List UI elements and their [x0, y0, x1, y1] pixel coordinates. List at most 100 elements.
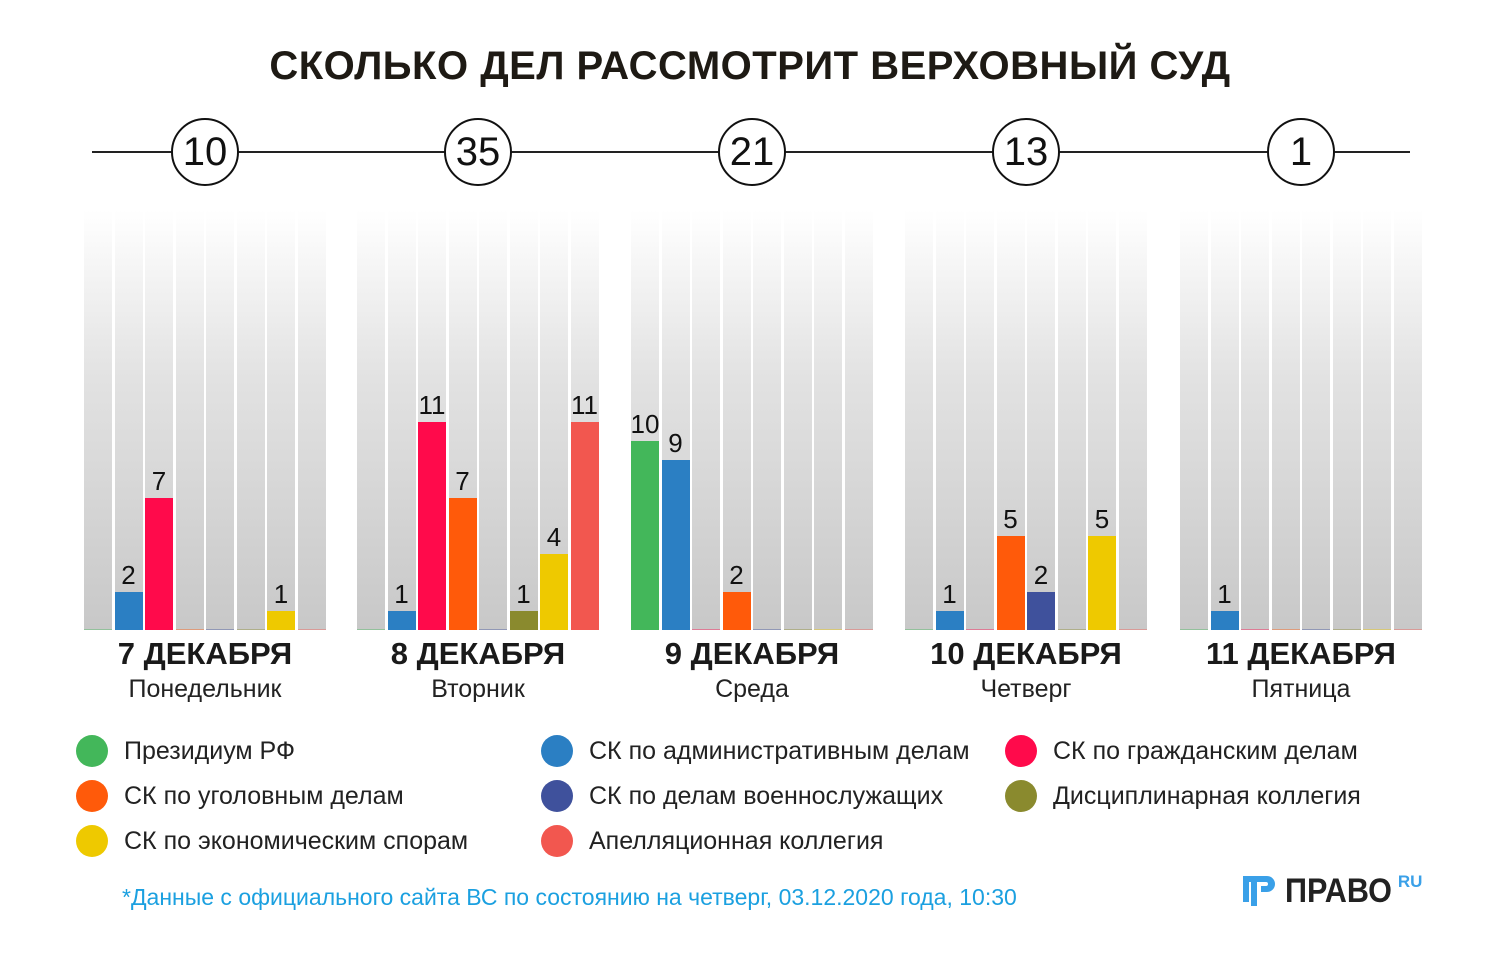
- day-total-circle: 13: [992, 118, 1060, 186]
- column-background: [1271, 210, 1300, 630]
- bar-empty: [1057, 629, 1086, 630]
- logo-text: ПРАВО: [1285, 872, 1392, 910]
- day-weekday: Вторник: [431, 675, 525, 703]
- legend-item: СК по административным делам: [541, 735, 970, 767]
- data-label: 1: [394, 579, 409, 610]
- legend-swatch: [1005, 735, 1037, 767]
- legend-swatch: [1005, 780, 1037, 812]
- column-background: [753, 210, 781, 630]
- legend-item: Дисциплинарная коллегия: [1005, 780, 1361, 812]
- day-date: 7 ДЕКАБРЯ: [117, 636, 293, 671]
- bar: [267, 611, 295, 630]
- data-label: 7: [151, 465, 167, 496]
- data-label: 7: [455, 465, 470, 496]
- day-date: 11 ДЕКАБРЯ: [1206, 636, 1396, 671]
- data-label: 2: [729, 560, 744, 591]
- column-background: [509, 210, 538, 630]
- bar-empty: [692, 629, 720, 630]
- column-background: [236, 210, 265, 630]
- legend-label: Апелляционная коллегия: [589, 826, 884, 855]
- legend-swatch: [541, 825, 573, 857]
- bar-empty: [966, 629, 994, 630]
- data-label: 11: [418, 390, 446, 421]
- bar-empty: [297, 629, 326, 630]
- data-label: 2: [1033, 560, 1049, 591]
- bar: [418, 422, 446, 630]
- bar: [1088, 535, 1116, 630]
- day-total-circle: 10: [171, 118, 239, 186]
- legend-label: СК по уголовным делам: [124, 781, 404, 810]
- day-weekday: Понедельник: [128, 675, 282, 703]
- bar-empty: [814, 629, 842, 630]
- legend-swatch: [76, 735, 108, 767]
- bar: [1210, 611, 1239, 630]
- bar-empty: [1271, 629, 1300, 630]
- column-background: [387, 210, 416, 630]
- legend-label: СК по делам военнослужащих: [589, 781, 944, 810]
- logo-suffix: RU: [1397, 872, 1423, 891]
- bar-empty: [1332, 629, 1361, 630]
- bar-empty: [84, 629, 112, 630]
- bar-empty: [175, 629, 204, 630]
- day-weekday: Среда: [715, 675, 789, 703]
- bar-empty: [1118, 629, 1147, 630]
- column-background: [1241, 210, 1269, 630]
- bar: [387, 611, 416, 630]
- column-background: [175, 210, 204, 630]
- bar: [448, 497, 477, 630]
- bar-empty: [479, 629, 507, 630]
- column-background: [814, 210, 842, 630]
- data-label: 10: [630, 409, 660, 439]
- day-total-circle: 35: [444, 118, 512, 186]
- column-background: [844, 210, 873, 630]
- data-label: 1: [273, 579, 289, 610]
- column-background: [1210, 210, 1239, 630]
- legend-item: Президиум РФ: [76, 735, 295, 767]
- legend-swatch: [76, 780, 108, 812]
- day-date: 9 ДЕКАБРЯ: [664, 636, 840, 671]
- column-background: [84, 210, 112, 630]
- legend-swatch: [541, 780, 573, 812]
- bar: [540, 554, 568, 630]
- bar-empty: [357, 629, 385, 630]
- data-label: 9: [668, 427, 683, 458]
- bar-empty: [1302, 629, 1330, 630]
- data-label: 5: [1003, 503, 1018, 534]
- column-background: [1302, 210, 1330, 630]
- data-label: 2: [121, 560, 136, 591]
- column-background: [1180, 210, 1208, 630]
- data-label: 11: [571, 390, 598, 421]
- bar-empty: [844, 629, 873, 630]
- bar: [631, 441, 659, 630]
- legend-label: СК по экономическим спорам: [124, 826, 469, 855]
- column-background: [692, 210, 720, 630]
- column-background: [783, 210, 812, 630]
- day-total-circle: 21: [718, 118, 786, 186]
- legend-item: Апелляционная коллегия: [541, 825, 883, 857]
- column-background: [1393, 210, 1422, 630]
- bar-empty: [1180, 629, 1208, 630]
- bar: [935, 611, 964, 630]
- day-weekday: Пятница: [1251, 675, 1351, 703]
- bar: [996, 535, 1025, 630]
- column-background: [206, 210, 234, 630]
- data-label: 1: [1217, 579, 1232, 610]
- data-label: 1: [942, 579, 957, 610]
- legend-label: Дисциплинарная коллегия: [1053, 781, 1361, 810]
- column-background: [935, 210, 964, 630]
- day-date: 8 ДЕКАБРЯ: [390, 636, 566, 671]
- chart-title: СКОЛЬКО ДЕЛ РАССМОТРИТ ВЕРХОВНЫЙ СУД: [269, 44, 1231, 88]
- column-background: [297, 210, 326, 630]
- bar: [1027, 592, 1055, 630]
- bar-empty: [905, 629, 933, 630]
- legend-label: Президиум РФ: [124, 736, 295, 765]
- legend-label: СК по административным делам: [589, 736, 970, 765]
- column-background: [1363, 210, 1391, 630]
- day-date: 10 ДЕКАБРЯ: [930, 636, 1122, 671]
- day-total-circle: 1: [1267, 118, 1335, 186]
- bar: [661, 459, 690, 630]
- legend-swatch: [541, 735, 573, 767]
- column-background: [1118, 210, 1147, 630]
- column-background: [1057, 210, 1086, 630]
